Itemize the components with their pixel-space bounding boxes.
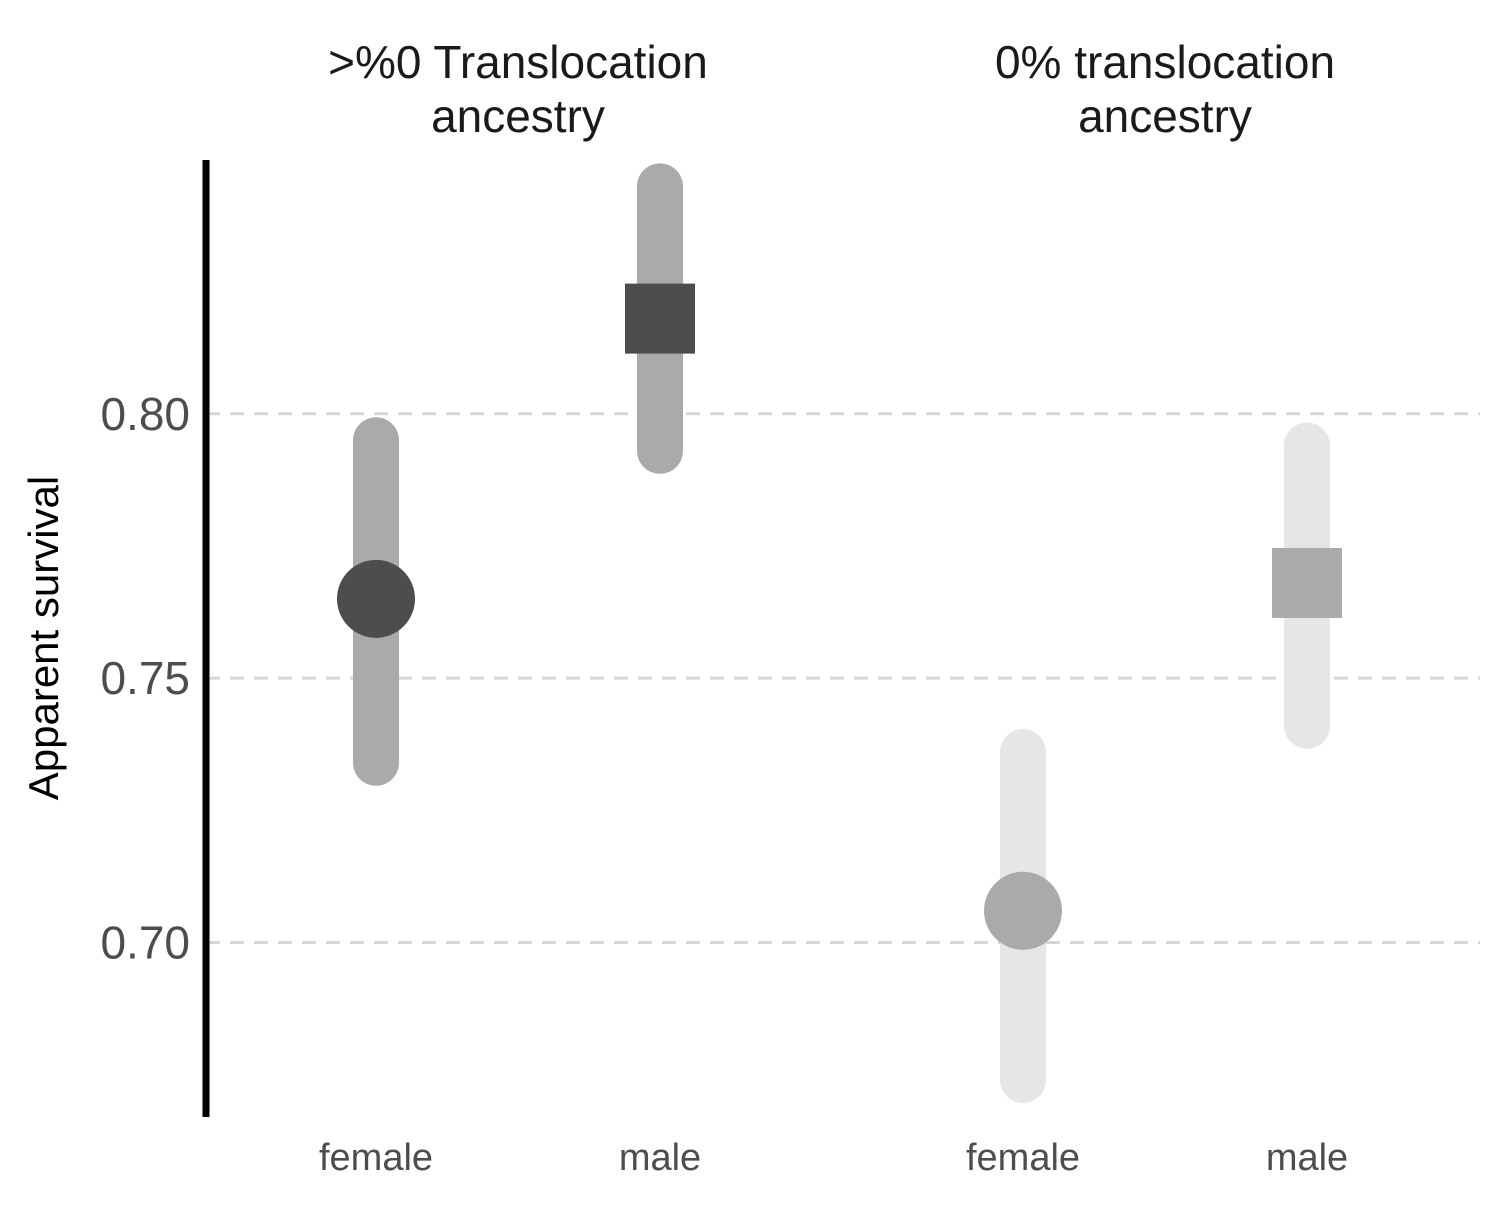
x-tick-label: male: [619, 1137, 701, 1179]
y-tick-label: 0.80: [100, 388, 190, 440]
x-tick-label: male: [1266, 1137, 1348, 1179]
panel-title-line: >%0 Translocation: [328, 36, 708, 88]
x-tick-label: female: [319, 1137, 433, 1179]
y-tick-label: 0.75: [100, 652, 190, 704]
y-tick-labels: 0.70 0.75 0.80: [100, 388, 190, 969]
y-tick-label: 0.70: [100, 917, 190, 969]
estimate-point-square: [625, 283, 695, 354]
x-tick-labels: female male female male: [319, 1137, 1348, 1179]
data-marks: [337, 163, 1342, 1103]
y-axis-title: Apparent survival: [20, 476, 67, 801]
grid-layer: [206, 412, 1480, 945]
estimate-point-circle: [337, 559, 415, 638]
x-tick-label: female: [966, 1137, 1080, 1179]
panel-title-line: ancestry: [431, 90, 605, 142]
panel-title-line: 0% translocation: [995, 36, 1335, 88]
estimate-point-circle: [984, 871, 1062, 950]
panel-title-line: ancestry: [1078, 90, 1252, 142]
estimate-point-square: [1272, 547, 1342, 618]
